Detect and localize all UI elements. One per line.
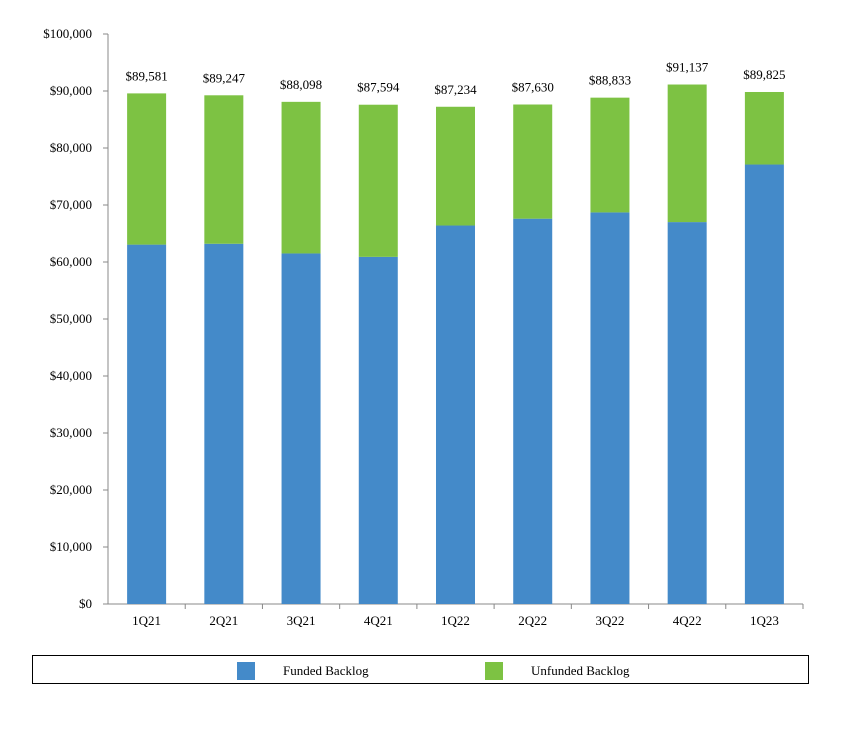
x-tick-label: 2Q21 xyxy=(209,613,238,628)
total-data-label: $89,247 xyxy=(203,70,246,85)
y-tick-label: $90,000 xyxy=(50,83,92,98)
y-tick-label: $100,000 xyxy=(43,26,92,41)
bar-unfunded xyxy=(204,95,244,244)
bar-funded xyxy=(127,244,167,605)
bar-unfunded xyxy=(513,104,553,219)
total-data-label: $88,833 xyxy=(589,73,631,88)
x-tick-label: 1Q21 xyxy=(132,613,161,628)
bar-funded xyxy=(436,225,475,604)
legend: Funded Backlog Unfunded Backlog xyxy=(32,655,809,684)
bar-funded xyxy=(513,218,553,604)
legend-item-funded: Funded Backlog xyxy=(237,662,369,680)
bar-unfunded xyxy=(667,84,707,223)
y-tick-label: $40,000 xyxy=(50,368,92,383)
bar-unfunded xyxy=(358,104,398,257)
y-tick-label: $30,000 xyxy=(50,425,92,440)
stacked-bar-chart: $0 $10,000 $20,000 $30,000 $40,000 $50,000 $60… xyxy=(43,26,804,628)
y-tick-label: $60,000 xyxy=(50,254,92,269)
bar-funded xyxy=(358,256,398,604)
total-data-label: $89,581 xyxy=(125,68,167,83)
total-data-label: $88,098 xyxy=(280,77,322,92)
y-tick-label: $0 xyxy=(79,596,92,611)
total-data-label: $87,234 xyxy=(434,82,477,97)
legend-swatch-funded xyxy=(237,662,255,680)
bar-funded xyxy=(204,243,244,604)
x-tick-label: 2Q22 xyxy=(518,613,547,628)
x-tick-label: 4Q21 xyxy=(364,613,393,628)
y-tick-label: $20,000 xyxy=(50,482,92,497)
x-tick-label: 4Q22 xyxy=(673,613,702,628)
x-tick-label: 3Q21 xyxy=(287,613,316,628)
x-tick-label: 1Q23 xyxy=(750,613,779,628)
legend-label-funded: Funded Backlog xyxy=(283,663,369,678)
bar-unfunded xyxy=(744,91,784,165)
bar-funded xyxy=(590,212,630,604)
y-tick-label: $80,000 xyxy=(50,140,92,155)
bar-unfunded xyxy=(436,106,475,226)
bar-funded xyxy=(744,164,784,604)
bar-unfunded xyxy=(590,97,630,213)
total-data-label: $87,630 xyxy=(512,80,554,95)
bar-funded xyxy=(667,222,707,604)
bar-funded xyxy=(281,253,321,604)
x-tick-label: 3Q22 xyxy=(595,613,624,628)
total-data-label: $89,825 xyxy=(743,67,785,82)
x-tick-label: 1Q22 xyxy=(441,613,470,628)
bar-unfunded xyxy=(127,93,167,245)
total-data-label: $91,137 xyxy=(666,60,709,75)
bar-unfunded xyxy=(281,101,321,254)
legend-item-unfunded: Unfunded Backlog xyxy=(485,662,630,680)
y-tick-label: $70,000 xyxy=(50,197,92,212)
total-data-label: $87,594 xyxy=(357,80,400,95)
y-tick-label: $10,000 xyxy=(50,539,92,554)
legend-swatch-unfunded xyxy=(485,662,503,680)
legend-label-unfunded: Unfunded Backlog xyxy=(531,663,630,678)
y-tick-label: $50,000 xyxy=(50,311,92,326)
